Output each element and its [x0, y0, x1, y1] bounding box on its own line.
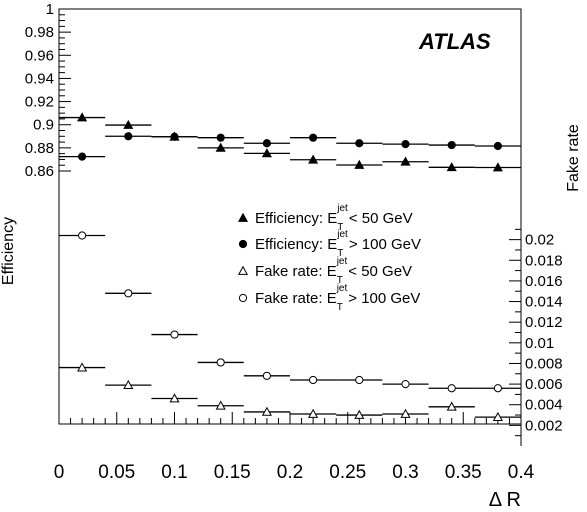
efficiency-tick-label: 0.92 — [25, 94, 54, 111]
data-point — [446, 162, 457, 172]
data-point — [400, 408, 411, 418]
x-tick-label: 0.05 — [98, 462, 135, 483]
efficiency-tick-label: 0.9 — [33, 117, 54, 134]
efficiency-tick-label: 1 — [46, 1, 54, 18]
legend-marker — [238, 239, 248, 249]
efficiency-tick-label: 0.86 — [25, 163, 54, 180]
x-tick-label: 0 — [54, 462, 65, 483]
legend-label-sub: T — [337, 248, 343, 259]
data-point — [77, 112, 88, 122]
legend-label-sup: jet — [336, 229, 348, 240]
data-point — [123, 379, 134, 389]
data-point — [170, 330, 179, 339]
data-point — [400, 156, 411, 166]
data-point — [261, 148, 272, 158]
legend-label: Efficiency: E — [255, 210, 337, 227]
efficiency-tick-label: 0.98 — [25, 24, 54, 41]
data-point — [170, 132, 179, 141]
x-axis-title: Δ R — [489, 489, 521, 511]
fake-rate-tick-label: 0.012 — [525, 314, 563, 331]
data-point — [215, 142, 226, 152]
legend-label: Fake rate: E — [255, 290, 337, 307]
data-point — [401, 140, 410, 149]
x-tick-label: 0.1 — [161, 462, 187, 483]
data-point — [216, 358, 225, 367]
data-marks — [59, 112, 521, 421]
fake-rate-tick-label: 0.01 — [525, 335, 554, 352]
data-point — [493, 141, 502, 151]
legend-label: Efficiency: E — [255, 236, 337, 253]
axes: 0 0.05 0.1 0.15 0.2 0.25 0.3 0.35 0.4 0.86 0.88 0.9… — [25, 1, 563, 483]
legend-label-sup: jet — [336, 256, 348, 267]
legend-label-sup: jet — [336, 203, 348, 214]
y-axis-title-left: Efficiency — [0, 217, 17, 285]
data-point — [124, 289, 133, 298]
data-point — [309, 133, 318, 142]
data-point — [355, 375, 364, 385]
legend-marker — [238, 293, 248, 303]
data-point — [492, 162, 503, 172]
data-point — [215, 400, 226, 410]
fake-rate-tick-label: 0.008 — [525, 355, 563, 372]
atlas-label: ATLAS — [418, 29, 491, 54]
data-point — [355, 139, 364, 148]
x-tick-label: 0.35 — [445, 462, 482, 483]
legend-marker — [237, 265, 249, 275]
legend-label-tail: > 100 GeV — [349, 236, 421, 253]
data-point — [308, 154, 319, 164]
legend-label: Fake rate: E — [255, 263, 337, 280]
legend-label-tail: < 50 GeV — [348, 263, 412, 280]
efficiency-tick-label: 0.96 — [25, 47, 54, 64]
data-point — [354, 409, 365, 419]
x-tick-label: 0.3 — [392, 462, 418, 483]
fake-rate-tick-label: 0.014 — [525, 294, 563, 311]
data-point — [401, 379, 410, 389]
legend-label-sub: T — [337, 302, 343, 313]
fake-rate-tick-label: 0.004 — [525, 397, 563, 414]
data-point — [308, 408, 319, 418]
data-point — [354, 159, 365, 169]
x-tick-label: 0.4 — [508, 462, 535, 483]
fake-rate-tick-label: 0.002 — [525, 417, 563, 434]
legend-label-tail: < 50 GeV — [349, 210, 413, 227]
data-point — [216, 133, 225, 142]
data-point — [492, 411, 503, 421]
data-point — [309, 375, 318, 385]
data-point — [262, 139, 271, 148]
data-point — [78, 231, 87, 240]
data-point — [261, 406, 272, 416]
x-tick-label: 0.2 — [277, 462, 303, 483]
legend-label-tail: > 100 GeV — [348, 290, 420, 307]
data-point — [447, 140, 456, 150]
fake-rate-tick-label: 0.016 — [525, 273, 563, 290]
data-point — [78, 152, 87, 161]
legend-label-sub: T — [337, 275, 343, 286]
efficiency-tick-label: 0.94 — [25, 70, 54, 87]
y-axis-title-right: Fake rate — [565, 124, 582, 192]
data-point — [169, 393, 180, 403]
data-point — [77, 362, 88, 372]
legend-label-sub: T — [337, 222, 343, 233]
x-tick-label: 0.15 — [214, 462, 251, 483]
fake-rate-tick-label: 0.02 — [525, 232, 554, 249]
data-point — [446, 401, 457, 411]
legend-label-sup: jet — [336, 283, 348, 294]
fake-rate-tick-label: 0.018 — [525, 252, 563, 269]
data-point — [447, 384, 456, 393]
legend-marker — [237, 212, 249, 222]
x-tick-label: 0.25 — [329, 462, 366, 483]
data-point — [493, 384, 502, 393]
data-point — [262, 371, 271, 380]
data-point — [124, 132, 133, 141]
data-point — [123, 119, 134, 129]
efficiency-tick-label: 0.88 — [25, 140, 54, 157]
fake-rate-tick-label: 0.006 — [525, 376, 563, 393]
